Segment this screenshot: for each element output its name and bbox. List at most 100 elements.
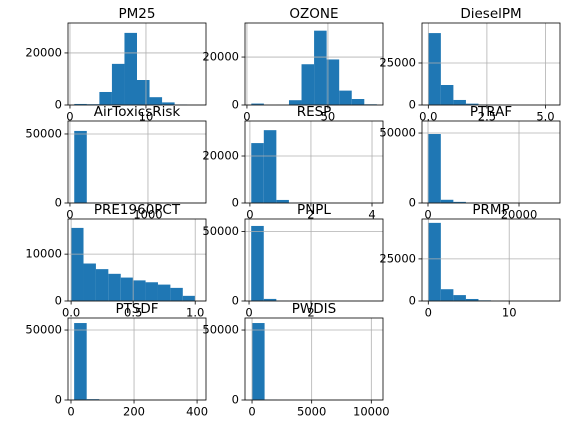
bar <box>465 298 479 301</box>
x-tick-label: 4 <box>368 208 375 222</box>
axes-frame <box>244 317 384 401</box>
x-tick-label: 2.5 <box>478 110 496 124</box>
x-tick-label: 10 <box>139 110 154 124</box>
y-tick-label: 25000 <box>379 251 416 265</box>
bar <box>263 130 277 203</box>
x-tick-label: 2 <box>307 208 314 222</box>
y-tick-label: 25000 <box>379 55 416 69</box>
bar <box>251 225 264 301</box>
bar <box>137 80 150 105</box>
bar <box>326 59 340 105</box>
subplot-title: PRMP <box>472 202 509 218</box>
y-tick-label: 20000 <box>202 50 239 64</box>
subplot-title: OZONE <box>289 6 338 22</box>
axes-frame <box>421 22 561 106</box>
bar <box>251 103 264 105</box>
subplot-title: PTSDF <box>115 301 158 317</box>
bar <box>453 295 466 301</box>
y-tick-label: 0 <box>232 393 239 407</box>
bar <box>133 280 146 301</box>
axes-frame <box>67 22 207 106</box>
y-tick-label: 0 <box>409 196 416 210</box>
y-tick-label: 50000 <box>25 126 62 140</box>
bar <box>351 99 365 105</box>
x-tick-label: 2 <box>307 306 314 320</box>
bar <box>453 201 466 203</box>
x-tick-label: 0 <box>66 110 73 124</box>
bar <box>263 298 277 301</box>
x-tick-label: 0.0 <box>419 110 437 124</box>
x-tick-label: 0.5 <box>124 306 142 320</box>
axes-frame <box>244 120 384 204</box>
bar <box>108 273 121 301</box>
bar <box>99 91 112 105</box>
bar <box>145 282 158 301</box>
bar <box>465 103 479 105</box>
bar <box>301 64 315 105</box>
x-tick-label: 0 <box>67 405 74 419</box>
y-tick-label: 0 <box>409 294 416 308</box>
bar <box>182 295 196 301</box>
bar <box>157 284 171 301</box>
y-tick-label: 0 <box>409 98 416 112</box>
bar <box>86 399 100 400</box>
y-tick-label: 50000 <box>25 323 62 337</box>
bar <box>162 102 175 105</box>
subplot-title: DieselPM <box>460 6 521 22</box>
axes-frame <box>421 120 561 204</box>
y-tick-label: 0 <box>55 393 62 407</box>
bar <box>428 222 441 301</box>
bar <box>170 287 183 301</box>
bar <box>95 269 109 301</box>
bar <box>124 32 137 106</box>
bar <box>453 99 466 105</box>
subplot-title: PWDIS <box>292 301 336 317</box>
x-tick-label: 5000 <box>297 405 326 419</box>
x-tick-label: 0 <box>245 306 252 320</box>
x-tick-label: 50 <box>321 110 336 124</box>
bar <box>276 199 289 203</box>
x-tick-label: 0 <box>243 110 250 124</box>
axes-frame <box>244 22 384 106</box>
x-tick-label: 1000 <box>133 208 162 222</box>
bar <box>440 289 454 301</box>
subplot-title: PM25 <box>119 6 156 22</box>
bar <box>428 33 441 105</box>
y-tick-label: 20000 <box>202 149 239 163</box>
x-tick-label: 0.0 <box>62 306 80 320</box>
subplot-title: AirToxicsRisk <box>94 104 181 120</box>
x-tick-label: 1.0 <box>186 306 204 320</box>
x-tick-label: 0 <box>246 208 253 222</box>
axes-frame <box>244 218 384 302</box>
bar <box>428 134 441 203</box>
x-tick-label: 0 <box>248 405 255 419</box>
x-tick-label: 0 <box>424 208 431 222</box>
x-tick-label: 10 <box>502 306 517 320</box>
bar <box>252 323 265 400</box>
y-tick-label: 0 <box>232 196 239 210</box>
bar <box>74 103 87 105</box>
y-tick-label: 0 <box>55 196 62 210</box>
axes-frame <box>67 317 207 401</box>
x-tick-label: 200 <box>123 405 145 419</box>
y-tick-label: 20000 <box>25 45 62 59</box>
bar <box>288 100 302 105</box>
subplot-title: PRE1960PCT <box>94 202 181 218</box>
y-tick-label: 10000 <box>25 247 62 261</box>
subplot-title: PTRAF <box>470 104 512 120</box>
bar <box>314 30 327 105</box>
bar <box>149 97 163 105</box>
y-tick-label: 0 <box>232 98 239 112</box>
x-tick-label: 400 <box>186 405 208 419</box>
y-tick-label: 50000 <box>202 323 239 337</box>
axes-frame <box>67 120 207 204</box>
y-tick-label: 0 <box>55 294 62 308</box>
y-tick-label: 0 <box>232 294 239 308</box>
subplot-title: RESP <box>297 104 332 120</box>
bar <box>83 263 96 301</box>
x-tick-label: 0 <box>425 306 432 320</box>
y-tick-label: 50000 <box>379 126 416 140</box>
y-tick-label: 50000 <box>202 224 239 238</box>
bar <box>440 199 454 203</box>
